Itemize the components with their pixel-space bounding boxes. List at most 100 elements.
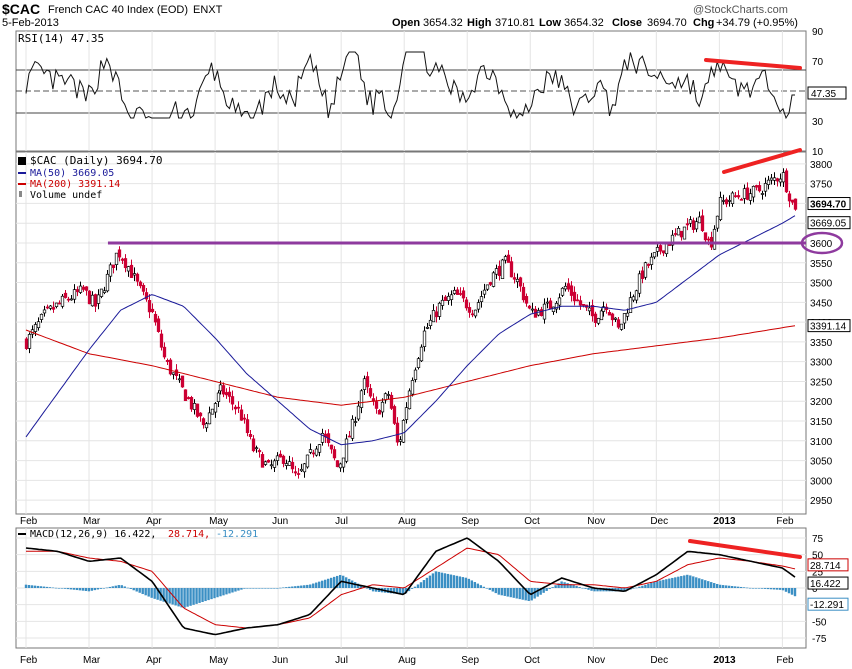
macd-month-label: May bbox=[209, 655, 228, 666]
macd-histogram-bar bbox=[156, 588, 159, 600]
candle-body bbox=[81, 286, 86, 290]
macd-histogram-bar bbox=[665, 579, 668, 588]
candle-body bbox=[500, 259, 505, 280]
macd-histogram-bar bbox=[135, 588, 138, 592]
macd-histogram-bar bbox=[784, 588, 788, 592]
macd-histogram-bar bbox=[476, 583, 480, 588]
macd-histogram-bar bbox=[701, 579, 704, 588]
candle-body bbox=[218, 384, 223, 392]
chg-label: Chg bbox=[693, 17, 714, 29]
macd-month-axis: Feb Mar Apr May Jun Jul Aug Sep Oct Nov Dec 2013 Feb bbox=[20, 655, 794, 666]
price-tick-label: 3750 bbox=[810, 180, 833, 191]
macd-histogram-bar bbox=[126, 587, 129, 589]
macd-histogram-bar bbox=[503, 588, 506, 596]
macd-month-label: 2013 bbox=[713, 655, 736, 666]
candle-body bbox=[398, 439, 403, 442]
macd-histogram-bar bbox=[650, 582, 653, 588]
macd-histogram-bar bbox=[644, 584, 647, 588]
candle-body bbox=[488, 282, 493, 285]
legend-ma50: MA(50) 3669.05 bbox=[30, 168, 114, 179]
macd-histogram-bar bbox=[707, 581, 710, 588]
macd-histogram-bar bbox=[500, 588, 503, 596]
macd-histogram-bar bbox=[147, 588, 150, 597]
macd-histogram-bar bbox=[234, 588, 237, 592]
macd-histogram-bar bbox=[763, 588, 767, 589]
macd-histogram-bar bbox=[641, 585, 644, 588]
macd-histogram-bar bbox=[748, 587, 752, 589]
candle-body bbox=[102, 290, 107, 293]
candle-body bbox=[213, 403, 218, 413]
macd-histogram-bar bbox=[30, 585, 34, 588]
macd-histogram-bar bbox=[635, 587, 638, 589]
macd-histogram-bar bbox=[267, 588, 270, 589]
macd-histogram-bar bbox=[66, 588, 70, 590]
price-last-tag-value: 3391.14 bbox=[810, 322, 847, 333]
candle-body bbox=[452, 289, 457, 294]
macd-histogram-bar bbox=[288, 586, 291, 588]
close-value: 3694.70 bbox=[647, 17, 687, 29]
candle-body bbox=[153, 313, 158, 323]
candle-body bbox=[132, 273, 137, 276]
macd-month-label: Oct bbox=[524, 655, 540, 666]
candle-body bbox=[210, 408, 215, 415]
price-last-tag-value: 3669.05 bbox=[810, 219, 847, 230]
macd-histogram-bar bbox=[695, 577, 698, 588]
candle-body bbox=[467, 307, 472, 313]
macd-histogram-bar bbox=[231, 588, 234, 593]
candle-body bbox=[610, 313, 615, 321]
candle-body bbox=[703, 232, 708, 241]
macd-histogram-bar bbox=[81, 588, 85, 591]
price-month-label: Sep bbox=[461, 516, 479, 527]
candle-body bbox=[593, 313, 598, 323]
candle-body bbox=[105, 273, 110, 292]
macd-histogram-bar bbox=[297, 585, 300, 588]
candle-body bbox=[637, 273, 642, 294]
candle-body bbox=[596, 318, 601, 324]
candle-body bbox=[458, 293, 463, 295]
price-month-label: Mar bbox=[83, 516, 101, 527]
candle-body bbox=[198, 412, 203, 417]
candle-body bbox=[245, 419, 250, 434]
candle-body bbox=[512, 277, 517, 280]
price-tick-label: 3250 bbox=[810, 377, 833, 388]
rsi-last-tag-value: 47.35 bbox=[811, 89, 836, 100]
candle-body bbox=[207, 412, 212, 425]
macd-histogram-bar bbox=[180, 588, 183, 608]
macd-histogram-bar bbox=[698, 578, 701, 588]
candle-body bbox=[763, 183, 768, 192]
macd-tick-label: 75 bbox=[812, 534, 824, 545]
macd-histogram-bar bbox=[312, 583, 315, 588]
candle-body bbox=[793, 198, 798, 210]
candle-body bbox=[177, 378, 182, 381]
candle-body bbox=[655, 247, 660, 252]
candle-body bbox=[784, 170, 789, 193]
low-label: Low bbox=[539, 17, 561, 29]
macd-histogram-bar bbox=[482, 586, 486, 588]
candle-body bbox=[99, 288, 104, 297]
macd-histogram-bar bbox=[686, 574, 689, 588]
rsi-tick-label: 10 bbox=[812, 147, 824, 158]
candle-body bbox=[518, 277, 523, 287]
price-month-label: Feb bbox=[776, 516, 794, 527]
candle-body bbox=[545, 301, 550, 304]
macd-histogram-bar bbox=[512, 588, 515, 598]
price-month-label: 2013 bbox=[713, 516, 736, 527]
macd-histogram-bar bbox=[57, 588, 61, 589]
macd-histogram-bar bbox=[189, 588, 192, 606]
chart-header: $CAC French CAC 40 Index (EOD) ENXT 5-Fe… bbox=[2, 1, 798, 29]
macd-histogram-bar bbox=[754, 588, 758, 589]
macd-histogram-bar bbox=[395, 588, 399, 594]
macd-histogram-bar bbox=[129, 588, 132, 589]
macd-histogram-bar bbox=[327, 578, 330, 588]
candle-body bbox=[691, 220, 696, 230]
candle-body bbox=[260, 454, 265, 468]
macd-tick-label: -50 bbox=[812, 617, 827, 628]
candle-body bbox=[616, 319, 621, 328]
macd-histogram-bar bbox=[201, 588, 204, 602]
candle-body bbox=[201, 418, 206, 426]
candle-body bbox=[248, 434, 253, 437]
macd-histogram-bar bbox=[168, 588, 171, 604]
price-tick-label: 3600 bbox=[810, 239, 833, 250]
macd-histogram-bar bbox=[772, 588, 776, 590]
macd-histogram-bar bbox=[132, 588, 135, 591]
